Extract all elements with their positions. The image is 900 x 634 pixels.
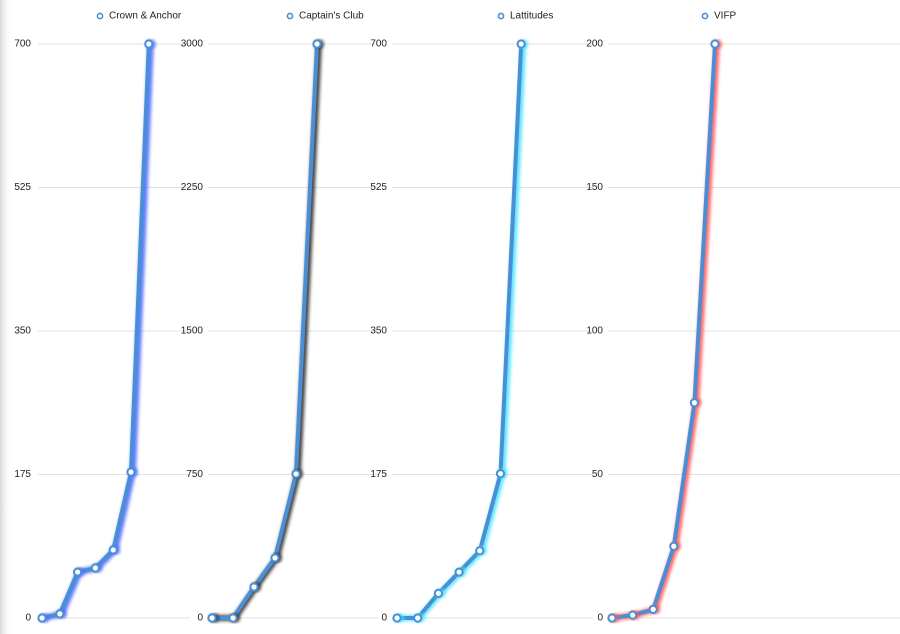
point bbox=[413, 613, 423, 623]
point bbox=[291, 469, 301, 479]
point bbox=[228, 613, 238, 623]
point bbox=[392, 613, 402, 623]
point bbox=[73, 567, 83, 577]
y-tick-label: 1500 bbox=[181, 326, 204, 337]
y-tick-label: 0 bbox=[597, 613, 603, 624]
point bbox=[475, 546, 485, 556]
point bbox=[312, 39, 322, 49]
point bbox=[249, 582, 259, 592]
point bbox=[270, 553, 280, 563]
point bbox=[108, 545, 118, 555]
y-tick-label: 175 bbox=[14, 469, 31, 480]
point bbox=[689, 398, 700, 408]
point bbox=[454, 567, 464, 577]
point bbox=[648, 604, 658, 614]
legend-marker bbox=[701, 12, 709, 20]
legend-label: VIFP bbox=[714, 11, 737, 22]
point bbox=[37, 613, 47, 623]
y-tick-label: 525 bbox=[14, 182, 31, 193]
legend-label: Lattitudes bbox=[510, 11, 553, 22]
point bbox=[144, 39, 154, 49]
point bbox=[126, 467, 136, 477]
y-tick-label: 3000 bbox=[181, 39, 204, 50]
point bbox=[433, 588, 443, 599]
y-tick-label: 700 bbox=[370, 39, 387, 50]
edge-shade bbox=[0, 0, 12, 634]
y-tick-label: 0 bbox=[197, 613, 203, 624]
y-tick-label: 100 bbox=[586, 326, 603, 337]
y-tick-label: 350 bbox=[14, 326, 31, 337]
point bbox=[516, 39, 526, 49]
legend-marker bbox=[286, 12, 294, 20]
y-tick-label: 0 bbox=[381, 613, 387, 624]
legend-label: Captain's Club bbox=[299, 11, 364, 22]
y-tick-label: 150 bbox=[586, 182, 603, 193]
point bbox=[710, 39, 720, 49]
legend-marker bbox=[96, 12, 104, 20]
y-tick-label: 525 bbox=[370, 182, 387, 193]
legend-marker bbox=[497, 12, 505, 20]
y-tick-label: 50 bbox=[592, 469, 604, 480]
y-tick-label: 350 bbox=[370, 326, 387, 337]
point bbox=[90, 563, 101, 573]
y-tick-label: 2250 bbox=[181, 182, 204, 193]
y-tick-label: 0 bbox=[25, 613, 31, 624]
y-tick-label: 750 bbox=[186, 469, 203, 480]
point bbox=[55, 609, 65, 619]
point bbox=[669, 541, 679, 551]
point bbox=[628, 610, 638, 620]
y-tick-label: 200 bbox=[586, 39, 603, 50]
legend-label: Crown & Anchor bbox=[109, 11, 182, 22]
y-tick-label: 175 bbox=[370, 469, 387, 480]
point bbox=[495, 469, 506, 479]
y-tick-label: 700 bbox=[14, 39, 31, 50]
point bbox=[207, 613, 217, 623]
point bbox=[607, 613, 617, 623]
